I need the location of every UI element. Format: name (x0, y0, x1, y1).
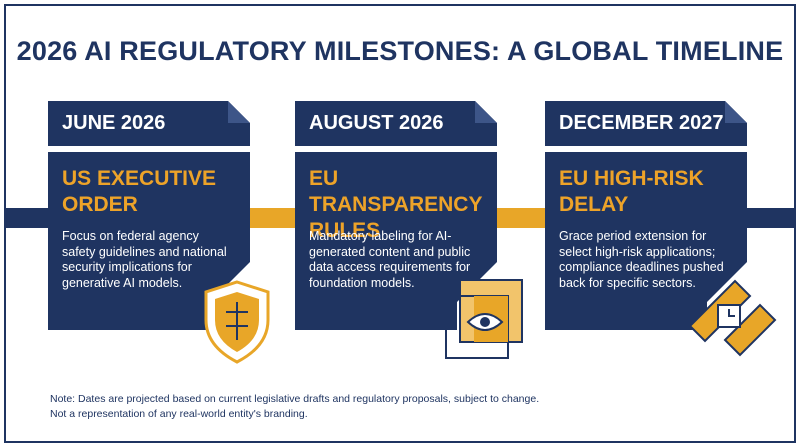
milestone-description: Focus on federal agency safety guideline… (62, 229, 227, 290)
milestone-date: DECEMBER 2027 (559, 112, 724, 134)
cards (48, 101, 747, 330)
note: Note: Dates are projected based on curre… (50, 393, 540, 405)
date-header (48, 101, 250, 146)
note: Not a representation of any real-world e… (50, 408, 308, 420)
milestone-description: Mandatory labeling for AI-generated cont… (309, 229, 471, 290)
timeline-link (497, 208, 545, 228)
card-body (48, 152, 250, 330)
title: 2026 AI REGULATORY MILESTONES: A GLOBAL … (16, 36, 784, 66)
date-header (545, 101, 747, 146)
eye-icon (445, 279, 523, 359)
milestone-date: JUNE 2026 (62, 112, 166, 134)
header-bevel (475, 101, 497, 123)
milestone-heading: US EXECUTIVE ORDER (62, 167, 217, 216)
card-body (545, 152, 747, 330)
shield-icon (204, 280, 270, 364)
milestone-date: AUGUST 2026 (309, 112, 444, 134)
milestone-heading: EU TRANSPARENCY RULES (309, 167, 483, 242)
delay-icon (688, 279, 777, 357)
milestone-heading: EU HIGH-RISK DELAY (559, 167, 704, 216)
header-bevel (228, 101, 250, 123)
date-header (295, 101, 497, 146)
milestone-description: Grace period extension for select high-r… (559, 229, 724, 290)
card-body (295, 152, 497, 330)
header-bevel (725, 101, 747, 123)
timeline-link (250, 208, 295, 228)
